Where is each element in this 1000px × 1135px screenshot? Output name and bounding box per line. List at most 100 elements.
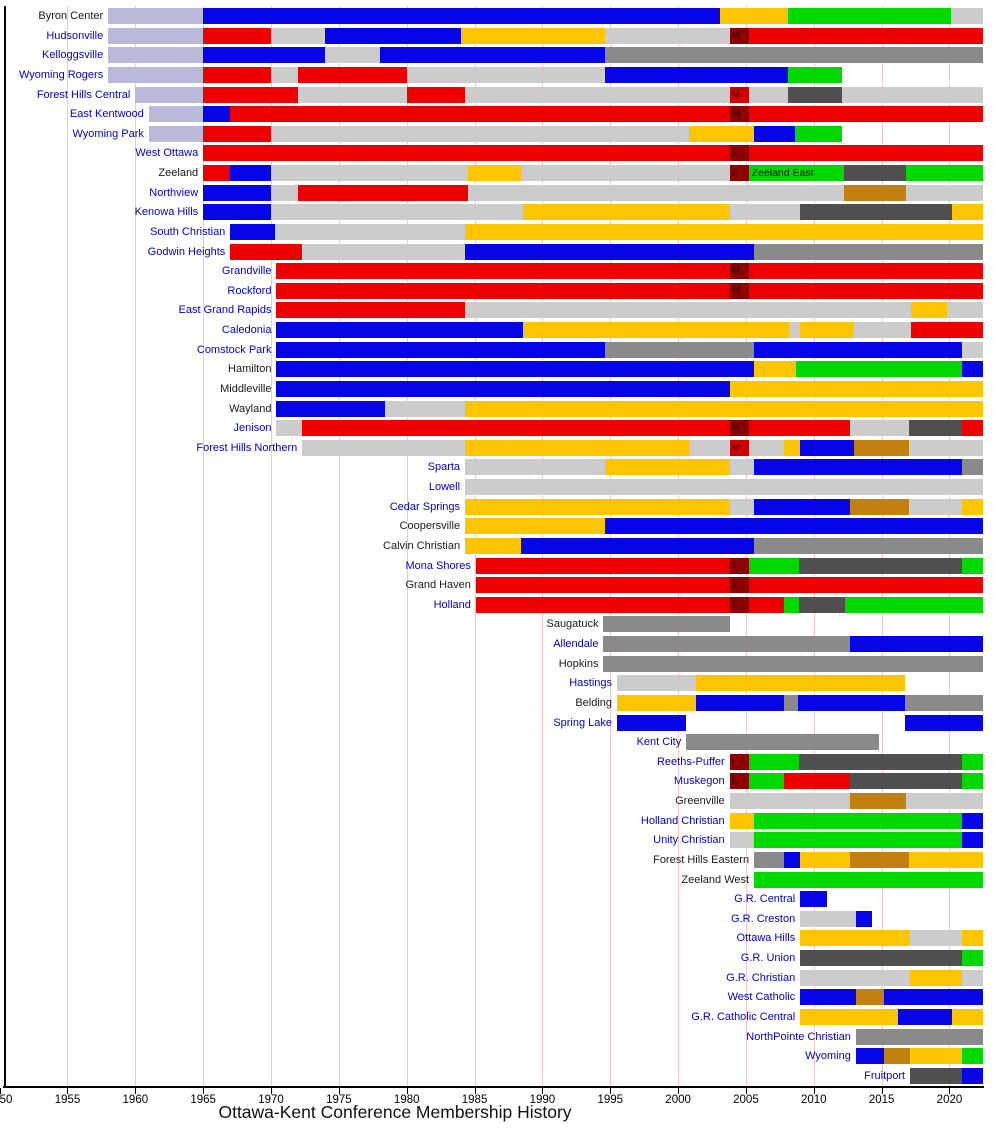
- bar-segment-g-r-catholic-central: [897, 1008, 953, 1025]
- row-label-east-kentwood[interactable]: East Kentwood: [69, 108, 144, 121]
- bar-segment-wyoming: [855, 1048, 885, 1065]
- bar-segment-g-r-christian: [800, 969, 911, 986]
- row-label-holland-christian[interactable]: Holland Christian: [640, 814, 725, 827]
- bar-segment-forest-hills-eastern: [783, 851, 801, 868]
- bar-segment-east-kentwood: [230, 106, 730, 123]
- tickmark-2010: [813, 1088, 815, 1094]
- bar-segment-unity-christian: [961, 832, 984, 849]
- row-label-wyoming[interactable]: Wyoming: [805, 1050, 851, 1063]
- row-label-kenowa-hills[interactable]: Kenowa Hills: [134, 206, 199, 219]
- bar-segment-forest-hills-eastern: [800, 851, 851, 868]
- tickmark-2020: [949, 1088, 951, 1094]
- row-label-wyoming-rogers[interactable]: Wyoming Rogers: [18, 68, 104, 81]
- tickmark-2015: [881, 1088, 883, 1094]
- row-label-g-r-christian[interactable]: G.R. Christian: [726, 971, 796, 984]
- row-label-mona-shores[interactable]: Mona Shores: [405, 559, 471, 572]
- row-label-kelloggsville[interactable]: Kelloggsville: [42, 49, 104, 62]
- bar-segment-kenowa-hills: [952, 204, 984, 221]
- row-label-jenison[interactable]: Jenison: [233, 422, 272, 435]
- row-label-grandville[interactable]: Grandville: [221, 265, 272, 278]
- row-label-ottawa-hills[interactable]: Ottawa Hills: [736, 932, 796, 945]
- gridline-1970: [271, 6, 273, 1086]
- bar-segment-cedar-springs: [908, 498, 962, 515]
- row-label-allendale[interactable]: Allendale: [553, 638, 599, 650]
- bar-segment-greenville: [906, 793, 984, 809]
- row-label-lowell[interactable]: Lowell: [428, 481, 461, 493]
- row-label-g-r-union[interactable]: G.R. Union: [740, 952, 796, 964]
- row-label-reeths-puffer[interactable]: Reeths-Puffer: [656, 755, 725, 768]
- row-label-northview[interactable]: Northview: [149, 186, 199, 199]
- row-label-forest-hills-central[interactable]: Forest Hills Central: [36, 88, 131, 101]
- bar-segment-forest-hills-northern: [465, 439, 689, 456]
- row-label-muskegon[interactable]: Muskegon: [673, 775, 725, 788]
- bar-segment-belding: [783, 694, 798, 711]
- row-label-hudsonville[interactable]: Hudsonville: [46, 29, 104, 42]
- x-axis-line: [3, 1086, 984, 1088]
- bar-segment-g-r-creston: [800, 910, 856, 927]
- bar-segment-g-r-catholic-central: [800, 1008, 898, 1025]
- bar-segment-hamilton: [796, 361, 962, 378]
- row-label-unity-christian[interactable]: Unity Christian: [653, 834, 725, 847]
- bar-segment-east-grand-rapids: [946, 302, 984, 319]
- row-label-forest-hills-northern[interactable]: Forest Hills Northern: [196, 441, 298, 454]
- row-label-holland[interactable]: Holland: [433, 598, 471, 611]
- row-label-spring-lake[interactable]: Spring Lake: [553, 716, 613, 729]
- bar-segment-forest-hills-central: [465, 86, 730, 103]
- row-label-greenville: Greenville: [675, 795, 725, 807]
- row-label-hastings[interactable]: Hastings: [569, 677, 613, 690]
- tickmark-2005: [745, 1088, 747, 1094]
- bar-segment-saugatuck: [603, 616, 730, 633]
- row-label-sparta[interactable]: Sparta: [427, 461, 461, 474]
- tick-label-1985: 1985: [461, 1094, 488, 1106]
- bar-segment-forest-hills-northern: [688, 439, 730, 456]
- bar-segment-forest-hills-central: [406, 86, 466, 103]
- bar-segment-wyoming: [910, 1048, 962, 1065]
- row-label-hopkins: Hopkins: [558, 657, 599, 670]
- row-label-middleville: Middleville: [220, 382, 272, 395]
- marker-segment-reeths-puffer: L: [729, 753, 749, 770]
- row-label-east-grand-rapids[interactable]: East Grand Rapids: [178, 304, 272, 317]
- row-label-hamilton: Hamilton: [228, 363, 272, 376]
- gridline-1960: [135, 6, 137, 1086]
- bar-segment-grandville: [276, 263, 730, 280]
- bar-segment-sparta: [604, 459, 730, 476]
- bar-segment-belding: [617, 694, 696, 711]
- bar-segment-unity-christian: [754, 832, 962, 849]
- bar-segment-ottawa-hills: [961, 930, 984, 947]
- row-label-g-r-central[interactable]: G.R. Central: [734, 893, 796, 906]
- bar-segment-east-kentwood: [148, 106, 204, 123]
- row-label-godwin-heights[interactable]: Godwin Heights: [147, 245, 226, 258]
- bar-segment-wyoming-park: [754, 125, 795, 142]
- row-label-west-ottawa[interactable]: West Ottawa: [135, 147, 199, 160]
- bar-segment-g-r-central: [800, 891, 828, 908]
- bar-segment-byron-center: [788, 8, 951, 24]
- row-label-west-catholic[interactable]: West Catholic: [727, 991, 796, 1004]
- bar-segment-kelloggsville: [108, 47, 204, 64]
- bar-segment-east-kentwood: [748, 106, 984, 123]
- row-label-kent-city[interactable]: Kent City: [636, 736, 682, 749]
- row-label-rockford[interactable]: Rockford: [227, 284, 272, 297]
- row-label-fruitport[interactable]: Fruitport: [864, 1069, 906, 1082]
- row-label-wyoming-park[interactable]: Wyoming Park: [72, 127, 144, 140]
- row-label-cedar-springs[interactable]: Cedar Springs: [389, 500, 461, 513]
- row-label-northpointe-christian[interactable]: NorthPointe Christian: [746, 1030, 851, 1043]
- tickmark-1980: [406, 1088, 408, 1094]
- bar-segment-forest-hills-eastern: [754, 851, 784, 868]
- marker-segment-forest-hills-northern: M: [729, 439, 749, 456]
- row-label-g-r-creston[interactable]: G.R. Creston: [731, 912, 796, 925]
- marker-segment-holland: L: [729, 596, 749, 613]
- tickmark-1960: [135, 1088, 137, 1094]
- marker-segment-west-ottawa: L: [729, 145, 749, 162]
- bar-segment-g-r-union: [961, 950, 984, 966]
- bar-segment-holland-christian: [961, 812, 984, 829]
- tick-label-1955: 1955: [54, 1094, 81, 1106]
- bar-segment-grandville: [748, 263, 984, 280]
- bar-segment-jenison: [748, 420, 851, 437]
- bar-segment-caledonia: [523, 322, 790, 338]
- row-label-comstock-park[interactable]: Comstock Park: [196, 343, 272, 356]
- row-label-g-r-catholic-central[interactable]: G.R. Catholic Central: [691, 1010, 796, 1023]
- marker-segment-forest-hills-central: M: [729, 86, 749, 103]
- row-label-south-christian[interactable]: South Christian: [150, 225, 226, 238]
- row-label-caledonia[interactable]: Caledonia: [221, 324, 272, 336]
- tick-label-1980: 1980: [393, 1094, 420, 1106]
